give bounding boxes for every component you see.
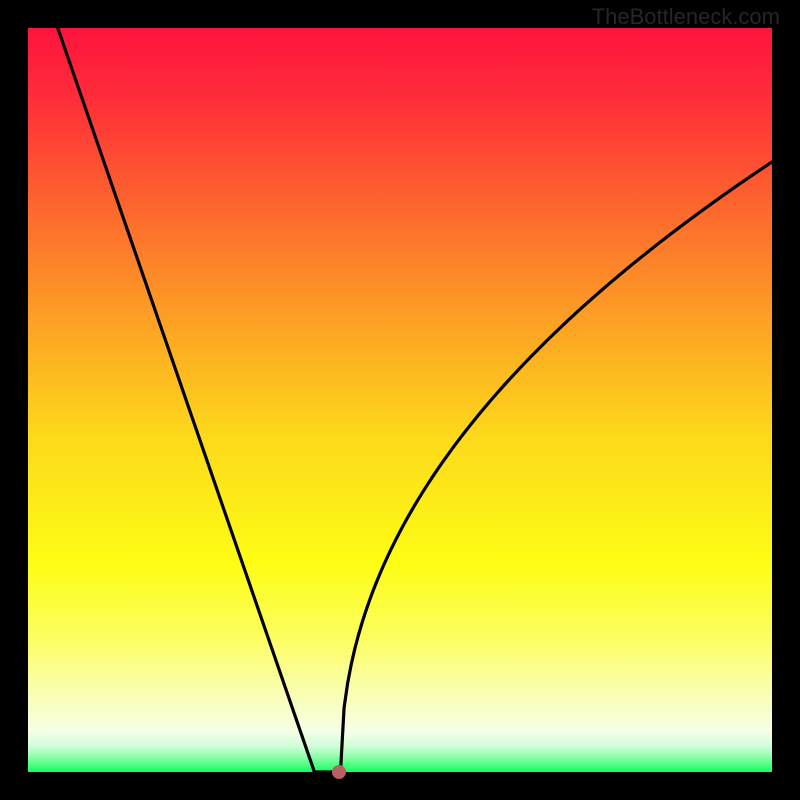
chart-area <box>28 28 772 772</box>
optimal-point-marker <box>332 765 346 779</box>
watermark-text: TheBottleneck.com <box>592 4 780 30</box>
bottleneck-curve <box>28 28 772 772</box>
curve-path <box>58 28 772 772</box>
